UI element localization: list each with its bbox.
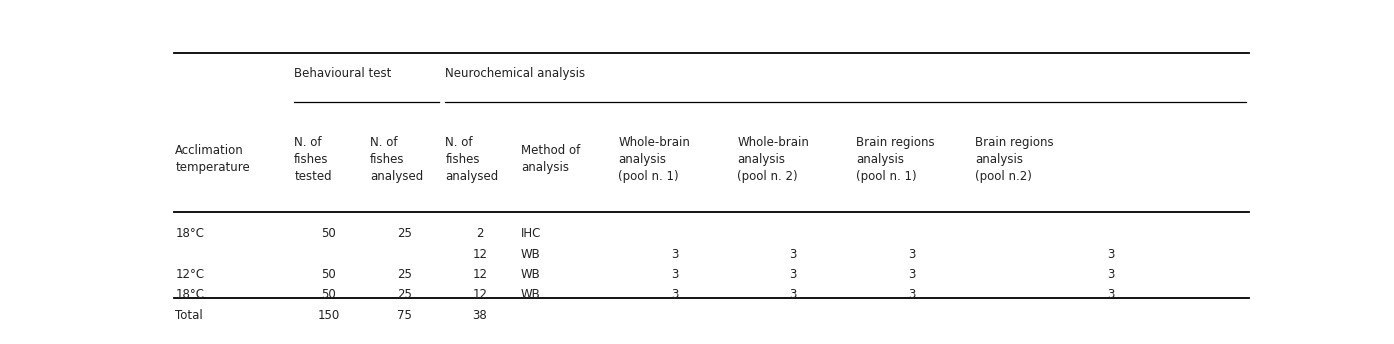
Text: N. of
fishes
analysed: N. of fishes analysed bbox=[369, 136, 422, 183]
Text: WB: WB bbox=[521, 248, 541, 261]
Text: 3: 3 bbox=[671, 288, 677, 301]
Text: 50: 50 bbox=[322, 288, 336, 301]
Text: 150: 150 bbox=[318, 309, 340, 322]
Text: 3: 3 bbox=[789, 288, 797, 301]
Text: IHC: IHC bbox=[521, 227, 541, 240]
Text: Method of
analysis: Method of analysis bbox=[521, 144, 580, 174]
Text: Total: Total bbox=[176, 309, 204, 322]
Text: Behavioural test: Behavioural test bbox=[294, 67, 392, 80]
Text: 3: 3 bbox=[789, 268, 797, 281]
Text: Brain regions
analysis
(pool n.2): Brain regions analysis (pool n.2) bbox=[974, 136, 1054, 183]
Text: 25: 25 bbox=[397, 288, 411, 301]
Text: 3: 3 bbox=[671, 248, 677, 261]
Text: 3: 3 bbox=[1107, 288, 1114, 301]
Text: 75: 75 bbox=[397, 309, 411, 322]
Text: 18°C: 18°C bbox=[176, 288, 205, 301]
Text: 3: 3 bbox=[909, 268, 916, 281]
Text: 12: 12 bbox=[473, 288, 488, 301]
Text: 2: 2 bbox=[477, 227, 484, 240]
Text: 3: 3 bbox=[1107, 268, 1114, 281]
Text: 12°C: 12°C bbox=[176, 268, 205, 281]
Text: 50: 50 bbox=[322, 268, 336, 281]
Text: N. of
fishes
analysed: N. of fishes analysed bbox=[446, 136, 499, 183]
Text: Brain regions
analysis
(pool n. 1): Brain regions analysis (pool n. 1) bbox=[856, 136, 934, 183]
Text: 25: 25 bbox=[397, 268, 411, 281]
Text: WB: WB bbox=[521, 288, 541, 301]
Text: 38: 38 bbox=[473, 309, 488, 322]
Text: N. of
fishes
tested: N. of fishes tested bbox=[294, 136, 332, 183]
Text: 12: 12 bbox=[473, 248, 488, 261]
Text: Whole-brain
analysis
(pool n. 2): Whole-brain analysis (pool n. 2) bbox=[737, 136, 809, 183]
Text: 3: 3 bbox=[789, 248, 797, 261]
Text: 3: 3 bbox=[671, 268, 677, 281]
Text: Neurochemical analysis: Neurochemical analysis bbox=[446, 67, 585, 80]
Text: 50: 50 bbox=[322, 227, 336, 240]
Text: WB: WB bbox=[521, 268, 541, 281]
Text: 3: 3 bbox=[909, 288, 916, 301]
Text: 18°C: 18°C bbox=[176, 227, 205, 240]
Text: 3: 3 bbox=[909, 248, 916, 261]
Text: 25: 25 bbox=[397, 227, 411, 240]
Text: 12: 12 bbox=[473, 268, 488, 281]
Text: 3: 3 bbox=[1107, 248, 1114, 261]
Text: Acclimation
temperature: Acclimation temperature bbox=[176, 144, 250, 174]
Text: Whole-brain
analysis
(pool n. 1): Whole-brain analysis (pool n. 1) bbox=[619, 136, 690, 183]
